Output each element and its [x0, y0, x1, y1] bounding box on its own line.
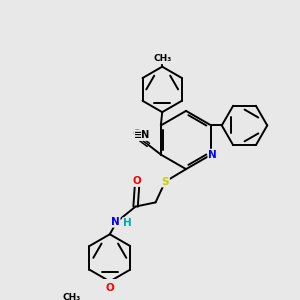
Text: ≡N: ≡N	[134, 130, 150, 140]
Text: CH₃: CH₃	[63, 293, 81, 300]
Text: S: S	[161, 177, 169, 187]
Text: N: N	[208, 150, 217, 160]
Text: CH₃: CH₃	[153, 54, 171, 63]
Text: N: N	[111, 217, 120, 227]
Text: H: H	[123, 218, 132, 228]
Text: O: O	[133, 176, 141, 186]
Text: O: O	[105, 283, 114, 292]
Text: C: C	[132, 129, 140, 139]
